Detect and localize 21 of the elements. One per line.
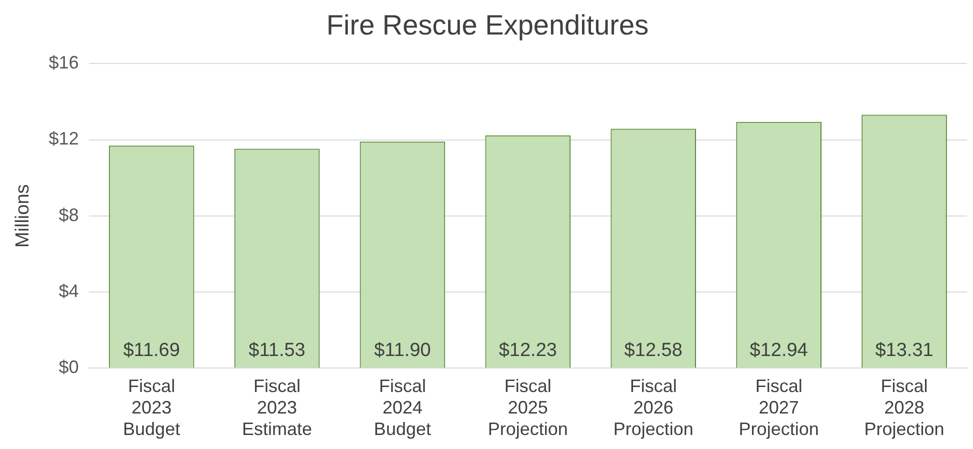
y-tick-label: $0 [58, 357, 79, 378]
data-label: $12.94 [750, 340, 808, 361]
x-tick-label: Fiscal 2024 Budget [374, 376, 431, 440]
data-label: $11.53 [248, 340, 306, 361]
x-tick-label: Fiscal 2023 Estimate [242, 376, 312, 440]
x-tick-label: Fiscal 2026 Projection [613, 376, 694, 440]
chart-title: Fire Rescue Expenditures [326, 10, 649, 41]
y-tick-label: $12 [48, 128, 79, 149]
data-label: $11.69 [123, 340, 180, 361]
y-tick-label: $8 [58, 204, 79, 225]
data-label: $12.23 [498, 340, 557, 361]
y-tick-label: $4 [58, 281, 79, 302]
data-label: $13.31 [875, 340, 934, 361]
x-tick-label: Fiscal 2027 Projection [738, 376, 819, 440]
x-tick-label: Fiscal 2023 Budget [123, 376, 180, 440]
x-tick-label: Fiscal 2025 Projection [488, 376, 568, 440]
data-label: $12.58 [624, 340, 682, 361]
y-tick-label: $16 [48, 52, 79, 73]
y-axis-title: Millions [12, 184, 34, 248]
x-tick-label: Fiscal 2028 Projection [864, 376, 944, 440]
data-label: $11.90 [374, 340, 431, 361]
